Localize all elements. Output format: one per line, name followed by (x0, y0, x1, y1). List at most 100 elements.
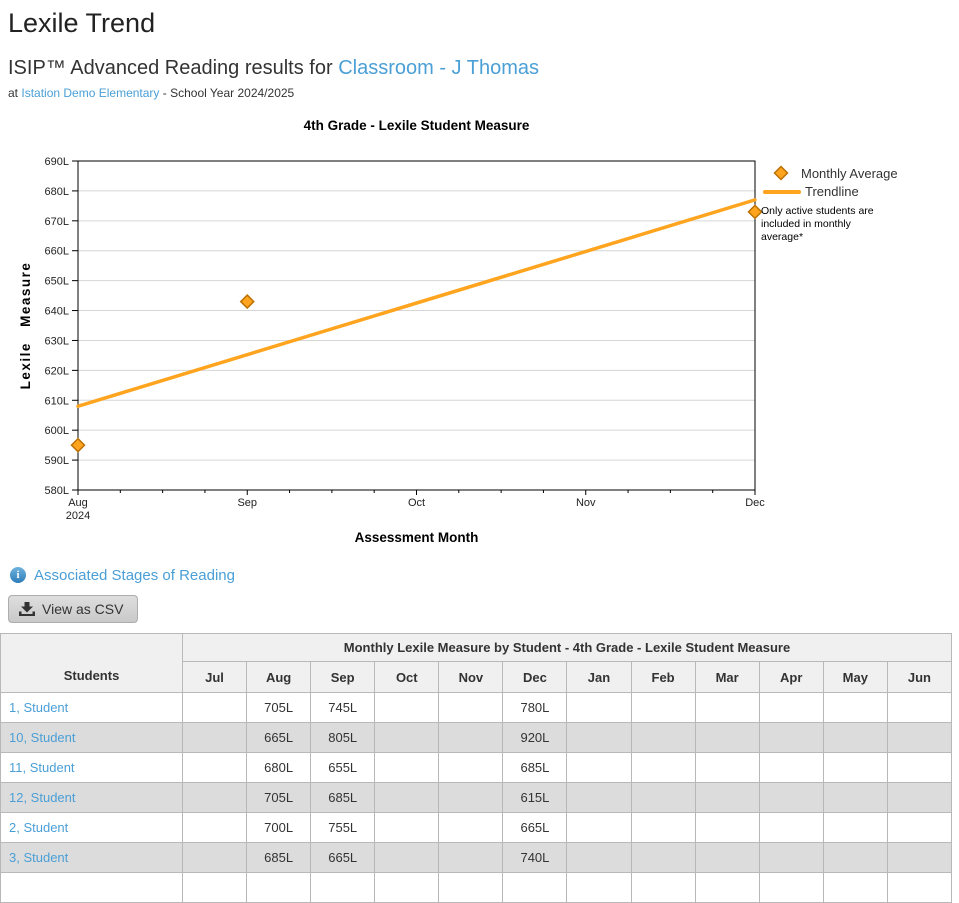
lexile-value-cell: 805L (310, 722, 376, 753)
month-header-jul: Jul (181, 661, 248, 693)
chart-note-line: included in monthly (761, 218, 852, 230)
lexile-value-cell (310, 872, 376, 903)
associated-stages-link[interactable]: Associated Stages of Reading (34, 566, 235, 584)
student-link[interactable]: 3, Student (9, 850, 69, 865)
lexile-value-cell (758, 752, 824, 783)
lexile-value-cell (438, 752, 504, 783)
lexile-value-cell (694, 842, 760, 873)
table-row: 3, Student 685L 665L 740L (0, 842, 953, 873)
report-subline: at Istation Demo Elementary - School Yea… (8, 86, 959, 100)
month-header-feb: Feb (630, 661, 696, 693)
x-tick-label: Sep (237, 497, 257, 509)
lexile-value-cell (181, 812, 248, 843)
lexile-value-cell: 685L (502, 752, 568, 783)
lexile-value-cell (694, 872, 760, 903)
lexile-value-cell (374, 812, 440, 843)
lexile-value-cell: 780L (502, 692, 568, 723)
report-subtitle: ISIP™ Advanced Reading results for Class… (8, 56, 959, 80)
student-name-cell (0, 872, 183, 903)
lexile-value-cell (566, 782, 632, 813)
student-link[interactable]: 1, Student (9, 700, 69, 715)
school-link[interactable]: Istation Demo Elementary (21, 86, 160, 100)
lexile-value-cell (374, 722, 440, 753)
classroom-link[interactable]: Classroom - J Thomas (338, 57, 539, 79)
lexile-value-cell (630, 872, 696, 903)
lexile-value-cell: 685L (246, 842, 312, 873)
lexile-value-cell: 740L (502, 842, 568, 873)
y-tick-label: 620L (45, 365, 69, 377)
legend-monthly-average-label: Monthly Average (801, 166, 898, 181)
students-column-header: Students (0, 633, 183, 693)
lexile-value-cell: 665L (502, 812, 568, 843)
student-link[interactable]: 2, Student (9, 820, 69, 835)
lexile-value-cell (822, 842, 888, 873)
lexile-value-cell (246, 872, 312, 903)
y-tick-label: 590L (45, 455, 69, 467)
subline-suffix: - School Year 2024/2025 (162, 86, 295, 100)
download-icon (19, 602, 35, 616)
lexile-by-student-table: Students Monthly Lexile Measure by Stude… (0, 633, 953, 903)
student-link[interactable]: 10, Student (9, 730, 76, 745)
y-tick-label: 650L (45, 276, 69, 288)
lexile-value-cell (630, 842, 696, 873)
lexile-value-cell (374, 872, 440, 903)
subtitle-text: ISIP™ Advanced Reading results for (8, 57, 333, 79)
lexile-value-cell: 685L (310, 782, 376, 813)
lexile-value-cell: 755L (310, 812, 376, 843)
view-as-csv-button[interactable]: View as CSV (8, 595, 139, 623)
associated-stages-row: i Associated Stages of Reading (10, 565, 959, 585)
data-point-diamond (70, 437, 86, 453)
legend-trendline-label: Trendline (805, 184, 859, 199)
table-row: 2, Student 700L 755L 665L (0, 812, 953, 843)
x-tick-label: Nov (576, 497, 596, 509)
month-header-nov: Nov (438, 661, 504, 693)
lexile-trend-page: Lexile Trend ISIP™ Advanced Reading resu… (0, 8, 959, 903)
student-name-cell: 2, Student (0, 812, 183, 843)
lexile-value-cell (566, 812, 632, 843)
legend-marker-diamond (773, 165, 789, 181)
table-row: 10, Student 665L 805L 920L (0, 722, 953, 753)
lexile-value-cell (758, 722, 824, 753)
y-axis-title: Lexile Measure (18, 262, 33, 390)
lexile-value-cell (438, 842, 504, 873)
chart-title: 4th Grade - Lexile Student Measure (304, 118, 530, 133)
month-header-jun: Jun (886, 661, 953, 693)
lexile-value-cell (822, 692, 888, 723)
lexile-value-cell (758, 782, 824, 813)
lexile-value-cell (694, 752, 760, 783)
lexile-value-cell (438, 872, 504, 903)
month-header-jan: Jan (566, 661, 632, 693)
table-row-partial (0, 872, 953, 903)
page-title: Lexile Trend (8, 8, 156, 38)
lexile-value-cell (181, 782, 248, 813)
lexile-value-cell (822, 812, 888, 843)
data-point-diamond (747, 204, 763, 220)
y-tick-label: 580L (45, 485, 69, 497)
month-header-row: Jul Aug Sep Oct Nov Dec Jan Feb Mar Apr May Jun (1, 661, 953, 693)
lexile-value-cell (566, 752, 632, 783)
table-group-header: Monthly Lexile Measure by Student - 4th … (182, 633, 952, 662)
y-tick-label: 640L (45, 306, 69, 318)
lexile-value-cell (886, 872, 953, 903)
lexile-value-cell (758, 812, 824, 843)
lexile-value-cell (758, 842, 824, 873)
lexile-value-cell (566, 692, 632, 723)
table-group-header-row: Students Monthly Lexile Measure by Stude… (0, 633, 952, 693)
student-link[interactable]: 12, Student (9, 790, 76, 805)
subline-prefix: at (8, 86, 19, 100)
lexile-value-cell (566, 872, 632, 903)
lexile-value-cell: 665L (246, 722, 312, 753)
month-header-may: May (822, 661, 888, 693)
chart-canvas: 4th Grade - Lexile Student Measure 580L 59… (18, 118, 898, 545)
lexile-value-cell (758, 872, 824, 903)
x-tick-label: Aug (68, 497, 88, 509)
lexile-value-cell (886, 722, 953, 753)
month-header-sep: Sep (310, 661, 376, 693)
info-icon[interactable]: i (10, 567, 26, 583)
lexile-value-cell (886, 692, 953, 723)
lexile-value-cell: 680L (246, 752, 312, 783)
x-tick-label: Oct (408, 497, 425, 509)
student-link[interactable]: 11, Student (9, 760, 75, 775)
lexile-value-cell (181, 722, 248, 753)
month-header-mar: Mar (694, 661, 760, 693)
